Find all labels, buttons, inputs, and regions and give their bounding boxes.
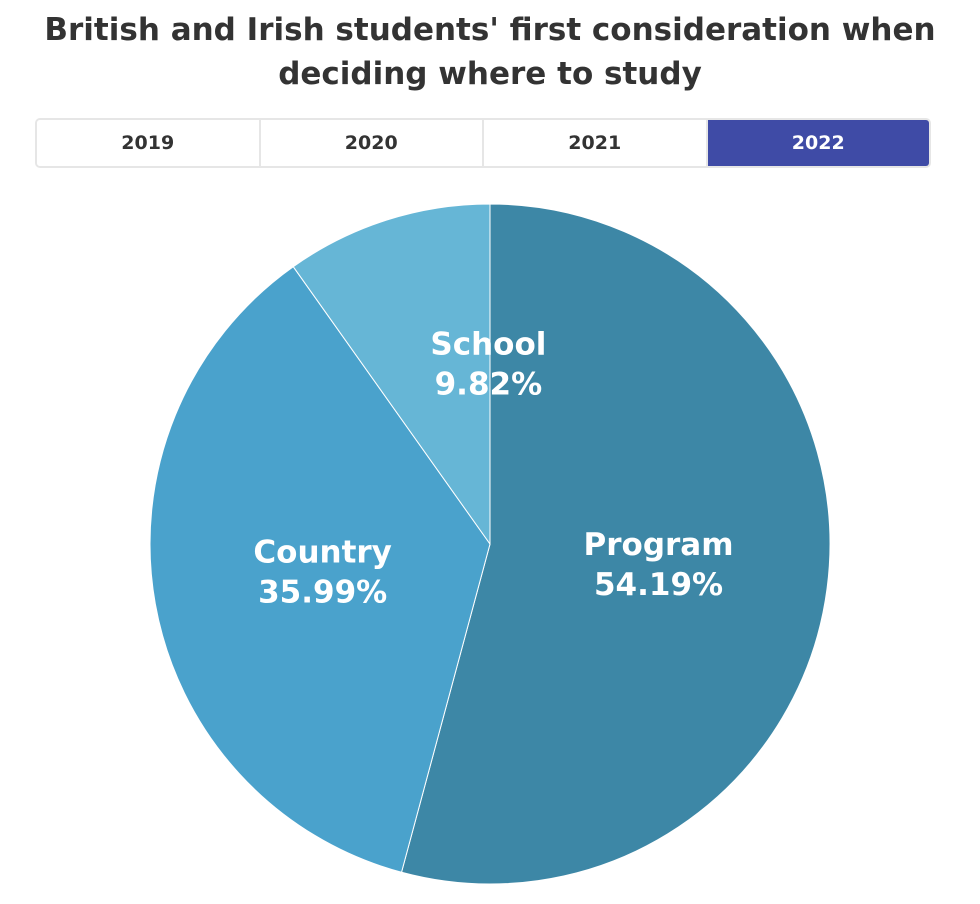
year-tab[interactable]: 2021: [484, 120, 708, 166]
year-tab[interactable]: 2020: [260, 120, 484, 166]
pie-slice: [149, 265, 491, 873]
year-tab[interactable]: 2019: [37, 120, 261, 166]
year-tab[interactable]: 2022: [707, 120, 929, 166]
slice-value-label: 35.99%: [258, 574, 387, 610]
slice-label: Program: [584, 527, 734, 563]
year-tabs: 2019 2020 2021 2022: [35, 118, 931, 168]
slice-label: Country: [253, 534, 392, 570]
slice-value-label: 54.19%: [594, 567, 723, 603]
slice-label: School: [430, 327, 546, 363]
chart-title: British and Irish students' first consid…: [44, 12, 936, 92]
pie-slice: [292, 203, 491, 546]
slice-value-label: 9.82%: [435, 367, 543, 403]
pie-slice: [400, 203, 831, 885]
